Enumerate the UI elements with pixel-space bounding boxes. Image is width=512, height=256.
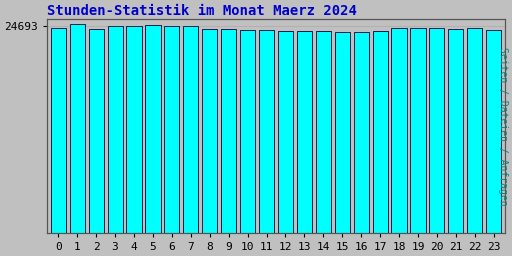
Y-axis label: Seiten / Dateien / Anfragen: Seiten / Dateien / Anfragen xyxy=(498,47,508,205)
Bar xyxy=(202,29,217,233)
Bar xyxy=(51,28,66,233)
Bar xyxy=(183,26,198,233)
Bar xyxy=(164,26,179,233)
Bar xyxy=(240,30,255,233)
Bar xyxy=(354,32,369,233)
Bar xyxy=(259,30,274,233)
Bar xyxy=(430,28,444,233)
Bar xyxy=(335,32,350,233)
Bar xyxy=(486,30,501,233)
Bar xyxy=(392,28,407,233)
Bar xyxy=(373,31,388,233)
Bar xyxy=(221,29,236,233)
Bar xyxy=(126,26,142,233)
Bar xyxy=(108,26,123,233)
Text: Stunden-Statistik im Monat Maerz 2024: Stunden-Statistik im Monat Maerz 2024 xyxy=(47,4,357,18)
Bar xyxy=(467,28,482,233)
Bar xyxy=(278,31,293,233)
Bar xyxy=(449,28,463,233)
Bar xyxy=(70,24,85,233)
Bar xyxy=(316,31,331,233)
Bar xyxy=(411,28,425,233)
Bar xyxy=(89,28,104,233)
Bar xyxy=(297,31,312,233)
Bar xyxy=(145,25,161,233)
